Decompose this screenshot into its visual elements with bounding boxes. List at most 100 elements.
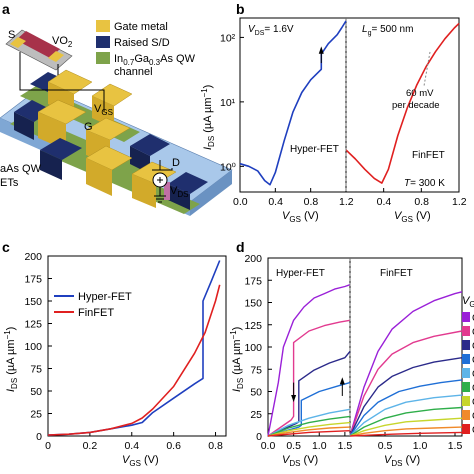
c-series-hyper (47, 260, 221, 436)
d-ytick-label: 25 (250, 409, 262, 421)
legend-swatch-gate-metal (96, 20, 110, 32)
gate-block (37, 99, 87, 125)
b-right-xtick-label: 1.2 (452, 196, 467, 208)
substrate-side (190, 170, 232, 216)
d-left-series (267, 284, 351, 437)
vo2-label: VO2 (52, 35, 73, 49)
b-right-xtick-label: 0.4 (377, 196, 392, 208)
d-hyper-label: Hyper-FET (276, 268, 325, 279)
d-ytick-label: 150 (244, 298, 262, 310)
d-cut-legend-swatch (462, 424, 470, 434)
d-cut-legend-swatch (462, 410, 470, 420)
b-slope-annotation-2: per decade (392, 100, 440, 111)
panel-a-letter: a (2, 1, 10, 17)
panel-c-curves (47, 260, 221, 436)
legend-label-channel: In0.7Ga0.3As QW (114, 53, 196, 67)
d-cut-legend-letter: C (472, 341, 474, 352)
d-right-series (349, 394, 463, 437)
b-ytick-label: 10² (220, 32, 236, 44)
legend-swatch-channel (96, 52, 110, 64)
d-left-series (267, 421, 351, 437)
c-ytick-label: 125 (24, 319, 42, 331)
d-ytick-label: 50 (250, 387, 262, 399)
d-cut-legend-swatch (462, 354, 470, 364)
d-cut-legend-swatch (462, 382, 470, 392)
d-cut-legend-label: VG (462, 295, 474, 309)
d-cut-legend-letter: C (472, 327, 474, 338)
c-ytick-label: 175 (24, 274, 42, 286)
d-cut-legend-letter: C (472, 397, 474, 408)
b-slope-annotation-1: 60 mV (406, 88, 434, 99)
d-cut-legend-letter: C (472, 425, 474, 436)
b-series-hyper (239, 20, 347, 186)
b-temp-label: T= 300 K (404, 178, 445, 189)
b-vds-annotation: VDS= 1.6V (248, 24, 294, 37)
b-left-xtick-label: 0.8 (304, 196, 319, 208)
d-ytick-label: 75 (250, 364, 262, 376)
legend-swatch-raised-sd (96, 36, 110, 48)
cutoff-label-2: ETs (0, 177, 19, 189)
vo2-device: S VO2 (5, 29, 73, 82)
panel-b-letter: b (236, 1, 245, 17)
panel-b-curves (239, 20, 460, 186)
d-cut-legend-swatch (462, 368, 470, 378)
gate-block (85, 145, 133, 171)
panel-d-axes: 0 25 50 75 100 125 150 175 200 0.0 0.5 1.0 1.5 0.5 1.0… (229, 253, 462, 468)
d-right-series (349, 291, 463, 437)
b-hyper-label: Hyper-FET (290, 144, 339, 155)
b-left-xlabel: VGS (V) (282, 210, 319, 224)
d-cut-legend: CCCCCCCCC (462, 312, 474, 436)
d-right-xlabel: VDS (V) (384, 454, 420, 468)
wire-drain (152, 168, 173, 171)
d-ylabel: IDS (µA µm−1) (229, 327, 245, 392)
panel-d-left-frame (267, 257, 351, 437)
d-right-xtick-label: 1.5 (448, 440, 463, 452)
c-xtick-label: 0 (45, 440, 51, 452)
d-right-xtick-label: 1.0 (413, 440, 428, 452)
c-legend-label-fin: FinFET (78, 307, 114, 319)
b-slope-guide (423, 51, 431, 87)
vo2-film (16, 31, 60, 58)
vds-source (152, 172, 168, 203)
d-arrow-up-head (339, 377, 345, 385)
d-right-series (349, 330, 463, 437)
vo2-contact-left (10, 37, 26, 48)
d-right-series (349, 357, 463, 437)
c-xtick-label: 0.2 (83, 440, 98, 452)
c-ytick-label: 50 (30, 386, 42, 398)
d-cut-legend-swatch (462, 326, 470, 336)
d-ytick-label: 100 (244, 342, 262, 354)
panel-d-curves (267, 284, 463, 437)
d-cut-legend-swatch (462, 312, 470, 322)
vds-label: VDS (170, 185, 188, 199)
d-cut-legend-letter: C (472, 369, 474, 380)
b-ytick-label: 10¹ (220, 97, 236, 109)
d-ytick-label: 200 (244, 253, 262, 265)
d-ytick-label: 125 (244, 320, 262, 332)
fin-drain (130, 134, 170, 156)
d-fin-label: FinFET (380, 268, 413, 279)
c-ytick-label: 25 (30, 409, 42, 421)
b-ylabel: IDS (µA µm−1) (200, 85, 216, 150)
wire-gate (19, 80, 105, 112)
panel-c-legend: Hyper-FET FinFET (54, 291, 132, 319)
panel-b: b 10⁰ 10¹ 10² 0.0 0.4 0.8 1.2 0.4 0.8 1.2 VGS (V) V… (200, 1, 467, 224)
d-left-xtick-label: 1.0 (312, 440, 327, 452)
fin-drain (168, 172, 208, 194)
panel-d: d 0 25 50 75 100 125 150 175 200 0.0 0.5 1.0 1.5 0.5 1… (229, 239, 474, 468)
b-left-xtick-label: 1.2 (339, 196, 354, 208)
b-lg-annotation: Lg= 500 nm (362, 24, 413, 37)
d-cut-legend-letter: C (472, 313, 474, 324)
d-right-xtick-label: 0.5 (378, 440, 393, 452)
b-ytick-label: 10⁰ (220, 161, 237, 173)
c-legend-label-hyper: Hyper-FET (78, 291, 132, 303)
panel-a: a S VO2 Gate metal Raised S/D In0.7Ga0.3… (0, 1, 233, 216)
b-arrow-up-head (318, 46, 324, 54)
fin-source-front (40, 150, 62, 180)
fin-source-front (14, 112, 34, 140)
d-left-series (267, 381, 351, 437)
fin-stack-layer (164, 182, 170, 200)
gate-block-front (86, 158, 112, 196)
c-xtick-label: 0.8 (208, 440, 223, 452)
c-ytick-label: 200 (24, 251, 42, 263)
